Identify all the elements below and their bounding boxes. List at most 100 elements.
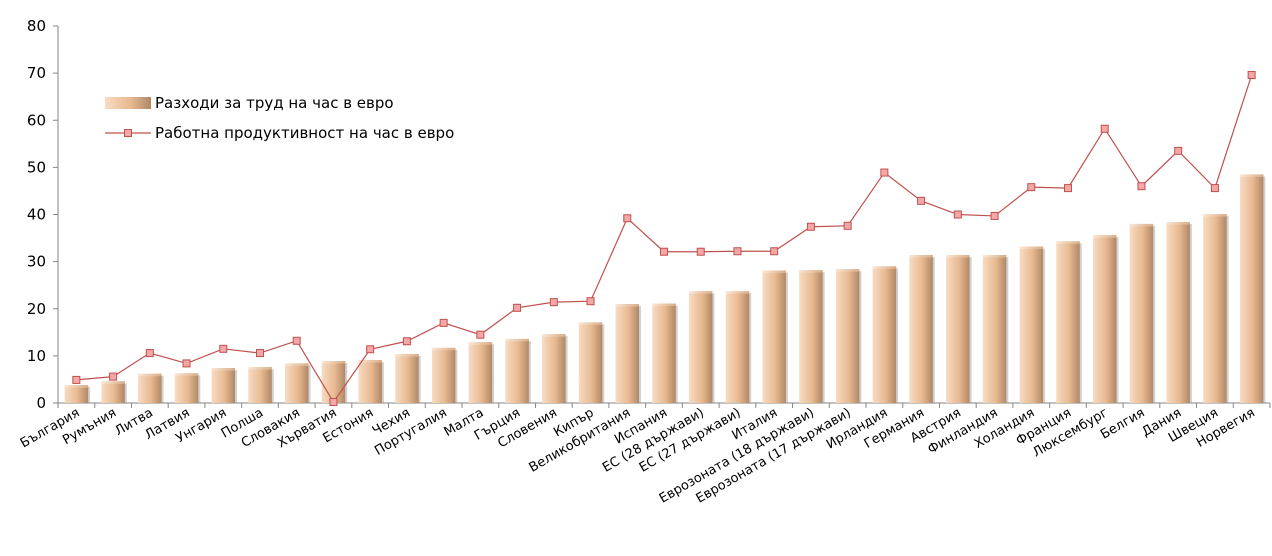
line-series bbox=[72, 71, 1256, 407]
line-point bbox=[513, 303, 522, 312]
line-point bbox=[1174, 146, 1183, 155]
legend: Разходи за труд на час в евро Работна про… bbox=[105, 94, 454, 142]
y-tick-label: 20 bbox=[27, 300, 46, 318]
bar-top bbox=[946, 255, 970, 258]
y-tick-label: 40 bbox=[27, 206, 46, 224]
bar-top bbox=[542, 334, 566, 337]
bar bbox=[64, 385, 89, 403]
bar-top bbox=[431, 347, 456, 351]
bar bbox=[321, 361, 346, 403]
bar-top bbox=[248, 367, 272, 370]
bar-top bbox=[982, 255, 1007, 258]
bar-top bbox=[799, 270, 823, 273]
line-point bbox=[733, 247, 742, 256]
line-point bbox=[880, 168, 889, 177]
y-tick-label: 50 bbox=[27, 158, 46, 176]
y-tick-label: 10 bbox=[27, 347, 46, 365]
bar-top bbox=[358, 360, 382, 363]
bar bbox=[1166, 222, 1190, 403]
line-point bbox=[549, 298, 558, 307]
line-point bbox=[1064, 184, 1072, 193]
bar bbox=[358, 360, 382, 403]
line-point bbox=[402, 337, 411, 346]
x-axis bbox=[57, 402, 1271, 408]
bar-top bbox=[688, 291, 713, 294]
bar-top bbox=[1056, 241, 1080, 244]
bar bbox=[505, 338, 529, 403]
line-point bbox=[806, 222, 815, 231]
bar bbox=[652, 303, 676, 403]
line-point bbox=[1100, 124, 1109, 133]
bar bbox=[982, 255, 1007, 403]
y-axis: 0 10 20 30 40 50 60 70 80 bbox=[27, 17, 59, 412]
bar-top bbox=[284, 363, 309, 366]
line-point bbox=[366, 345, 375, 354]
bar-top bbox=[1203, 214, 1227, 217]
line-point bbox=[660, 247, 668, 256]
line-point bbox=[917, 196, 926, 205]
line-point bbox=[1137, 182, 1146, 191]
line-point bbox=[1247, 71, 1256, 80]
line-point bbox=[72, 375, 81, 384]
bar bbox=[1203, 214, 1227, 403]
y-tick-label: 0 bbox=[36, 394, 46, 412]
legend-bar-swatch bbox=[105, 97, 151, 109]
bar bbox=[468, 342, 493, 403]
bar bbox=[1129, 223, 1154, 403]
bar bbox=[615, 304, 640, 403]
bar-top bbox=[1129, 223, 1154, 227]
line-point bbox=[696, 247, 705, 256]
line-point bbox=[182, 359, 191, 368]
bar-top bbox=[321, 361, 346, 364]
bar-top bbox=[1239, 174, 1264, 177]
bar-top bbox=[468, 342, 493, 345]
bar bbox=[101, 381, 125, 403]
bar bbox=[431, 347, 456, 403]
line-point bbox=[109, 372, 118, 381]
bar bbox=[395, 353, 419, 403]
bar bbox=[174, 373, 199, 403]
bar bbox=[872, 266, 897, 403]
bar-top bbox=[725, 291, 750, 294]
bar-top bbox=[909, 255, 933, 258]
bar bbox=[799, 270, 823, 403]
y-tick-label: 80 bbox=[27, 17, 46, 35]
bar bbox=[542, 334, 566, 403]
bar bbox=[762, 270, 786, 403]
legend-label-bar: Разходи за труд на час в евро bbox=[155, 94, 394, 112]
bar bbox=[138, 373, 162, 403]
bar bbox=[1092, 235, 1117, 403]
legend-label-line: Работна продуктивност на час в евро bbox=[155, 124, 454, 142]
bar bbox=[578, 322, 603, 403]
line-point bbox=[145, 349, 154, 358]
bar-top bbox=[211, 368, 236, 371]
bar-top bbox=[1166, 222, 1190, 225]
bar-top bbox=[174, 373, 199, 376]
bar bbox=[909, 255, 933, 403]
bar-top bbox=[762, 270, 786, 274]
line-point bbox=[1210, 184, 1219, 193]
y-tick-label: 30 bbox=[27, 253, 46, 271]
bar bbox=[248, 367, 272, 403]
line-point bbox=[329, 398, 338, 407]
line-point bbox=[256, 349, 264, 358]
bar bbox=[1239, 174, 1264, 403]
bar-top bbox=[505, 338, 529, 342]
line-point bbox=[1027, 183, 1036, 192]
line-point bbox=[219, 344, 228, 353]
line-point bbox=[439, 318, 448, 327]
bar-top bbox=[615, 304, 640, 307]
bar bbox=[211, 368, 236, 403]
line-point bbox=[476, 330, 485, 339]
bar-top bbox=[578, 322, 603, 325]
bar bbox=[1056, 241, 1080, 403]
bar-top bbox=[138, 373, 162, 377]
bar-top bbox=[64, 385, 89, 388]
bar-series bbox=[64, 174, 1266, 403]
bar-top bbox=[1092, 235, 1117, 238]
bar bbox=[688, 291, 713, 403]
legend-line-marker bbox=[124, 129, 132, 137]
bar-top bbox=[872, 266, 897, 269]
